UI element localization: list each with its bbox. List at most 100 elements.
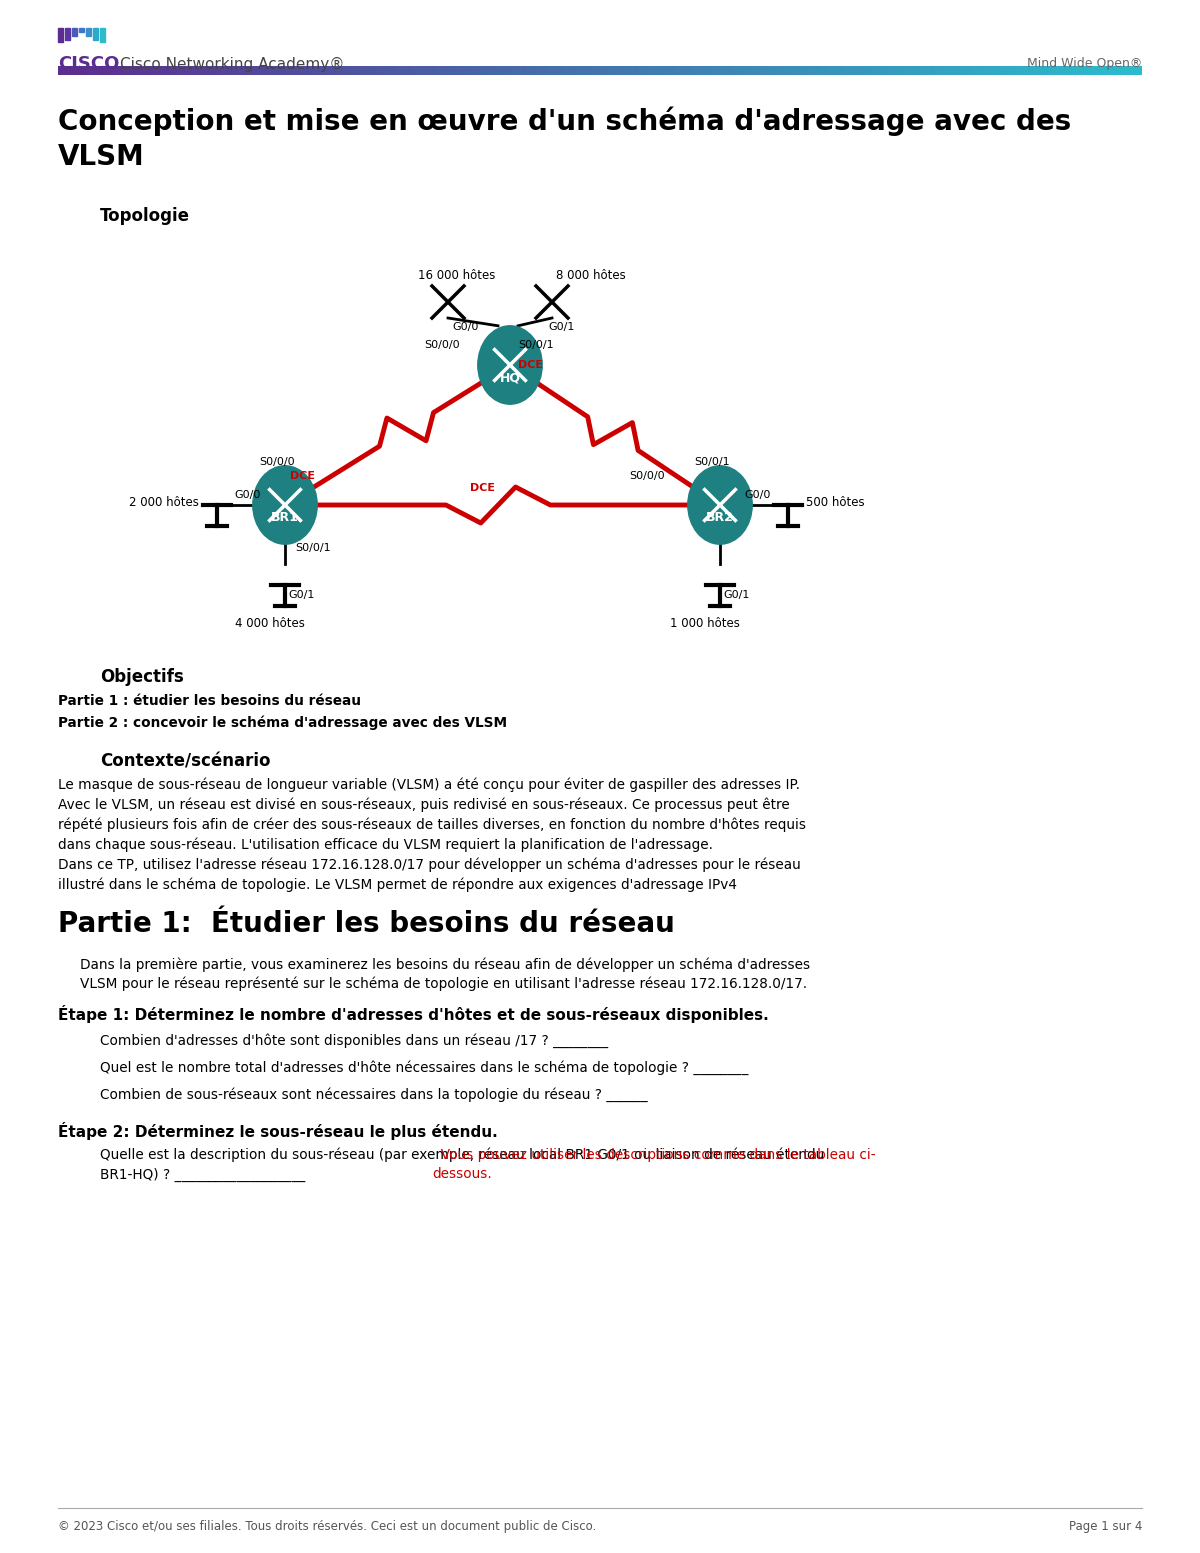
Bar — [539, 65, 541, 75]
Bar — [464, 65, 467, 75]
Bar — [960, 65, 961, 75]
Bar — [1057, 65, 1060, 75]
Bar — [65, 65, 67, 75]
Bar — [132, 65, 134, 75]
Text: Page 1 sur 4: Page 1 sur 4 — [1069, 1520, 1142, 1533]
Text: S0/0/1: S0/0/1 — [694, 457, 730, 467]
Bar — [515, 65, 517, 75]
Bar — [1090, 65, 1092, 75]
Bar — [394, 65, 396, 75]
Bar — [685, 65, 688, 75]
Bar — [253, 65, 256, 75]
Bar — [1075, 65, 1078, 75]
Bar — [1054, 65, 1056, 75]
Bar — [664, 65, 665, 75]
Bar — [74, 65, 77, 75]
Bar — [536, 65, 539, 75]
Bar — [878, 65, 881, 75]
Bar — [439, 65, 442, 75]
Bar — [562, 65, 564, 75]
Text: Quelle est la description du sous-réseau (par exemple, réseau local BR1 G0/1 ou : Quelle est la description du sous-réseau… — [100, 1148, 824, 1182]
Bar — [682, 65, 684, 75]
Bar — [678, 65, 679, 75]
Bar — [511, 65, 514, 75]
Bar — [642, 65, 643, 75]
Text: G0/0: G0/0 — [452, 321, 479, 332]
Text: 16 000 hôtes: 16 000 hôtes — [418, 269, 496, 283]
Bar — [733, 65, 736, 75]
Bar — [504, 65, 506, 75]
Bar — [138, 65, 139, 75]
Bar — [517, 65, 520, 75]
Bar — [712, 65, 714, 75]
Bar — [250, 65, 252, 75]
Bar — [919, 65, 922, 75]
Bar — [415, 65, 418, 75]
Bar — [317, 65, 318, 75]
Bar — [265, 65, 268, 75]
Bar — [547, 65, 550, 75]
Bar — [127, 65, 128, 75]
Bar — [97, 65, 100, 75]
Bar — [242, 65, 245, 75]
Bar — [871, 65, 874, 75]
Bar — [732, 65, 734, 75]
Bar — [1132, 65, 1133, 75]
Bar — [293, 65, 295, 75]
Bar — [1037, 65, 1039, 75]
Bar — [210, 65, 212, 75]
Bar — [533, 65, 535, 75]
Bar — [240, 65, 242, 75]
Text: BR1: BR1 — [271, 511, 299, 523]
Bar — [275, 65, 277, 75]
Bar — [143, 65, 145, 75]
Bar — [296, 65, 299, 75]
Bar — [1028, 65, 1031, 75]
Bar — [972, 65, 974, 75]
Bar — [779, 65, 781, 75]
Bar — [1124, 65, 1126, 75]
Bar — [197, 65, 199, 75]
Bar — [571, 65, 574, 75]
Bar — [1072, 65, 1074, 75]
Bar — [496, 65, 497, 75]
Bar — [461, 65, 463, 75]
Bar — [89, 65, 91, 75]
Bar — [607, 65, 610, 75]
Bar — [704, 65, 707, 75]
Bar — [101, 65, 103, 75]
Bar — [86, 65, 89, 75]
Bar — [1036, 65, 1038, 75]
Ellipse shape — [478, 326, 542, 404]
Bar — [604, 65, 606, 75]
Bar — [982, 65, 983, 75]
Bar — [703, 65, 706, 75]
Bar — [568, 65, 570, 75]
Bar — [1121, 65, 1122, 75]
Bar — [748, 65, 750, 75]
Text: Contexte/scénario: Contexte/scénario — [100, 752, 270, 770]
Bar — [600, 65, 602, 75]
Bar — [211, 65, 214, 75]
Bar — [136, 65, 138, 75]
Bar — [785, 65, 786, 75]
Bar — [647, 65, 649, 75]
Bar — [958, 65, 960, 75]
Bar — [304, 65, 306, 75]
Bar — [425, 65, 427, 75]
Bar — [284, 65, 286, 75]
Bar — [128, 65, 131, 75]
Bar — [58, 28, 64, 42]
Bar — [224, 65, 227, 75]
Bar — [314, 65, 317, 75]
Bar — [235, 65, 238, 75]
Bar — [593, 65, 595, 75]
Bar — [1021, 65, 1024, 75]
Bar — [587, 65, 589, 75]
Bar — [486, 65, 488, 75]
Bar — [343, 65, 346, 75]
Bar — [257, 65, 259, 75]
Bar — [358, 65, 360, 75]
Bar — [78, 65, 80, 75]
Bar — [437, 65, 439, 75]
